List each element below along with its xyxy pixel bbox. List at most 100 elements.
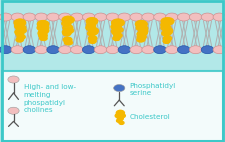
Circle shape [40,33,47,38]
Circle shape [62,25,72,31]
Circle shape [47,46,59,54]
Circle shape [63,37,71,42]
Circle shape [8,76,19,83]
Circle shape [114,28,123,34]
Circle shape [113,33,121,38]
Circle shape [162,31,170,36]
Circle shape [62,21,71,26]
Circle shape [36,21,48,28]
Circle shape [140,38,146,42]
Circle shape [142,13,154,21]
Circle shape [64,40,70,45]
Circle shape [137,25,147,32]
Circle shape [37,25,46,31]
Circle shape [161,18,172,25]
Circle shape [106,13,119,21]
Circle shape [189,13,202,21]
Circle shape [23,46,36,54]
Circle shape [90,36,97,41]
Circle shape [136,34,144,39]
Circle shape [139,38,145,42]
Circle shape [166,46,178,54]
Circle shape [89,39,95,43]
Circle shape [139,35,146,39]
Circle shape [23,13,36,21]
Circle shape [15,19,26,26]
Circle shape [37,21,48,28]
Circle shape [213,46,225,54]
Circle shape [88,31,96,36]
Circle shape [162,29,171,35]
Text: Cholesterol: Cholesterol [129,114,170,120]
Circle shape [86,25,96,31]
Circle shape [0,46,12,54]
Circle shape [114,84,125,92]
Circle shape [18,35,25,39]
Circle shape [59,13,71,21]
Circle shape [94,46,107,54]
Circle shape [142,46,154,54]
Circle shape [71,46,83,54]
Circle shape [64,41,71,45]
Circle shape [39,33,47,38]
Text: High- and low-
melting
phospatidyl
cholines: High- and low- melting phospatidyl choli… [24,84,76,113]
Circle shape [65,37,72,42]
Circle shape [59,46,71,54]
Circle shape [130,13,143,21]
Circle shape [154,46,166,54]
Circle shape [112,19,124,26]
Circle shape [17,38,23,42]
Circle shape [118,13,131,21]
Circle shape [36,25,46,31]
Circle shape [62,16,73,23]
Circle shape [62,16,73,23]
Circle shape [115,114,122,118]
Circle shape [15,25,25,31]
Circle shape [119,121,124,124]
Circle shape [11,46,24,54]
Circle shape [88,39,94,43]
Circle shape [88,36,97,41]
Circle shape [39,36,46,40]
Circle shape [189,46,202,54]
Circle shape [71,13,83,21]
Circle shape [136,21,148,28]
Circle shape [94,13,107,21]
Circle shape [112,19,122,26]
Circle shape [115,27,123,33]
Circle shape [63,29,72,35]
Circle shape [82,46,95,54]
Circle shape [139,29,148,34]
Circle shape [112,30,120,35]
Circle shape [40,36,46,40]
Circle shape [165,39,171,43]
Circle shape [119,114,125,118]
Circle shape [8,107,19,114]
Circle shape [17,34,25,39]
Circle shape [178,13,190,21]
Circle shape [136,25,145,31]
Circle shape [63,31,71,36]
Circle shape [116,110,124,115]
Circle shape [114,36,120,40]
Circle shape [117,117,123,120]
Circle shape [16,31,24,36]
Circle shape [137,32,145,37]
Circle shape [40,28,49,33]
Circle shape [11,13,24,21]
Circle shape [38,29,47,35]
Circle shape [201,46,214,54]
Circle shape [166,13,178,21]
Circle shape [114,24,124,30]
Circle shape [130,46,143,54]
Circle shape [163,18,174,25]
Circle shape [161,22,170,28]
Circle shape [137,30,146,36]
Circle shape [15,19,26,26]
Circle shape [201,13,214,21]
Circle shape [117,119,122,122]
Circle shape [85,18,96,25]
Circle shape [162,36,171,41]
Circle shape [162,25,172,31]
Circle shape [111,23,120,29]
